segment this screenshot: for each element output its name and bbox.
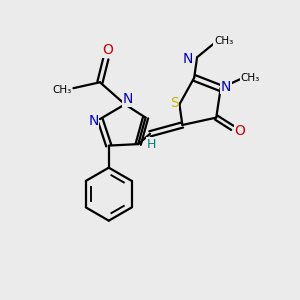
Text: CH₃: CH₃ xyxy=(241,73,260,83)
Text: S: S xyxy=(170,96,178,110)
Text: N: N xyxy=(123,92,133,106)
Text: N: N xyxy=(88,114,99,128)
Text: CH₃: CH₃ xyxy=(214,36,233,46)
Text: H: H xyxy=(147,138,156,151)
Text: O: O xyxy=(102,43,113,57)
Text: O: O xyxy=(234,124,245,138)
Text: N: N xyxy=(221,80,231,94)
Text: CH₃: CH₃ xyxy=(52,85,71,94)
Text: N: N xyxy=(183,52,194,66)
